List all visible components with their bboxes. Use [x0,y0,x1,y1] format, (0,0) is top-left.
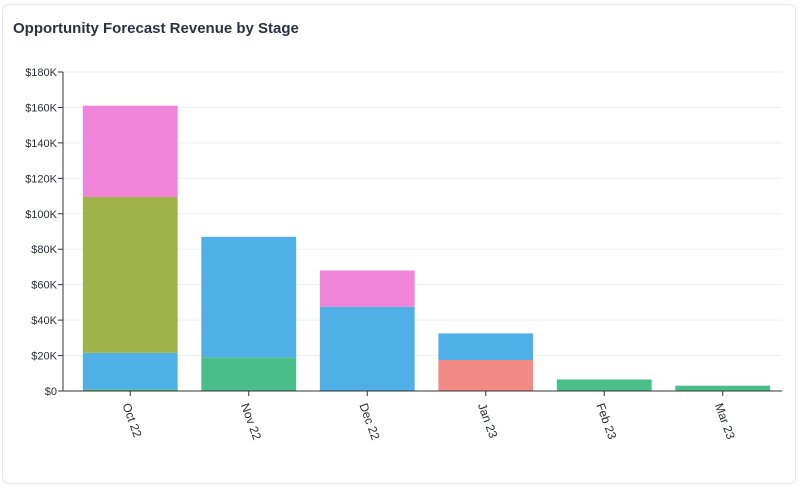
y-tick-label: $40K [31,315,57,327]
bar-segment[interactable] [319,270,415,307]
y-tick-label: $0 [45,386,57,398]
x-axis: Oct 22 Nov 22 Dec 22 Jan 23 Feb 23 Mar 23 [63,390,782,442]
bars [82,105,771,391]
grid-lines [63,71,782,357]
bar-segment[interactable] [556,379,652,391]
y-tick-label: $160K [25,102,57,114]
x-tick-label: Jan 23 [475,401,501,440]
x-tick-label: Dec 22 [356,401,382,442]
y-axis: $0 $20K $40K $60K $80K $100K $120K $140K $160K $1… [25,67,64,398]
bar-segment[interactable] [82,105,178,197]
bar-segment[interactable] [82,389,178,391]
y-tick-label: $100K [25,209,57,221]
y-tick-label: $120K [25,173,57,185]
y-tick-label: $140K [25,138,57,150]
y-tick-label: $180K [25,67,57,79]
x-tick-label: Oct 22 [119,401,144,439]
bar-segment[interactable] [82,196,178,353]
bar-segment[interactable] [201,236,297,358]
x-tick-label: Feb 23 [593,401,619,441]
bar-segment[interactable] [438,333,534,360]
y-tick-label: $80K [31,244,57,256]
bar-segment[interactable] [438,359,534,391]
x-tick-label: Nov 22 [238,401,264,442]
bar-segment[interactable] [201,357,297,391]
bar-segment[interactable] [319,306,415,391]
y-tick-label: $20K [31,351,57,363]
chart-title: Opportunity Forecast Revenue by Stage [13,20,299,37]
x-tick-label: Mar 23 [712,401,738,441]
bar-segment[interactable] [82,352,178,390]
bar-segment[interactable] [675,385,771,391]
y-tick-label: $60K [31,280,57,292]
